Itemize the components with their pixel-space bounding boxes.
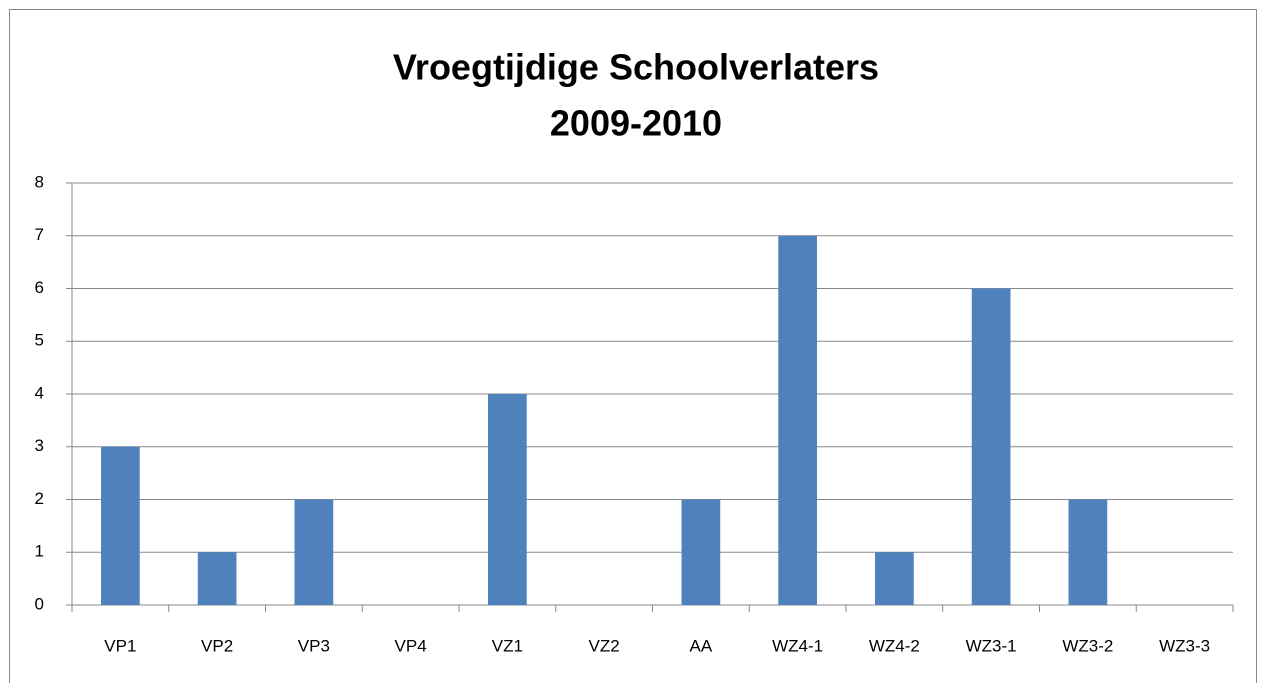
x-tick-label: WZ3-3 xyxy=(1159,636,1210,655)
y-tick-label: 3 xyxy=(35,436,44,455)
x-tick-label: AA xyxy=(690,636,713,655)
bar xyxy=(101,446,140,605)
bar xyxy=(875,552,914,605)
y-tick-label: 8 xyxy=(35,172,44,191)
y-tick-label: 4 xyxy=(35,383,44,402)
bar xyxy=(1068,499,1108,605)
x-tick-label: WZ4-2 xyxy=(869,636,920,655)
y-tick-label: 5 xyxy=(35,331,44,350)
y-tick-label: 7 xyxy=(35,225,44,244)
x-tick-label: VP1 xyxy=(104,636,136,655)
chart-title: Vroegtijdige Schoolverlaters xyxy=(393,47,879,88)
x-tick-label: VP3 xyxy=(298,636,330,655)
bar xyxy=(294,499,334,605)
y-tick-label: 6 xyxy=(35,278,44,297)
chart-title: 2009-2010 xyxy=(550,103,722,144)
x-tick-label: WZ3-2 xyxy=(1062,636,1113,655)
bar xyxy=(971,288,1011,605)
y-tick-label: 2 xyxy=(35,489,44,508)
y-tick-label: 1 xyxy=(35,542,44,561)
x-tick-label: WZ3-1 xyxy=(966,636,1017,655)
x-tick-label: VP2 xyxy=(201,636,233,655)
bar xyxy=(681,499,721,605)
x-tick-label: WZ4-1 xyxy=(772,636,823,655)
x-tick-label: VZ1 xyxy=(492,636,523,655)
x-tick-label: VP4 xyxy=(395,636,427,655)
bar xyxy=(488,394,527,605)
bar xyxy=(778,235,817,605)
y-tick-label: 0 xyxy=(35,594,44,613)
x-tick-label: VZ2 xyxy=(589,636,620,655)
bar xyxy=(197,552,237,605)
